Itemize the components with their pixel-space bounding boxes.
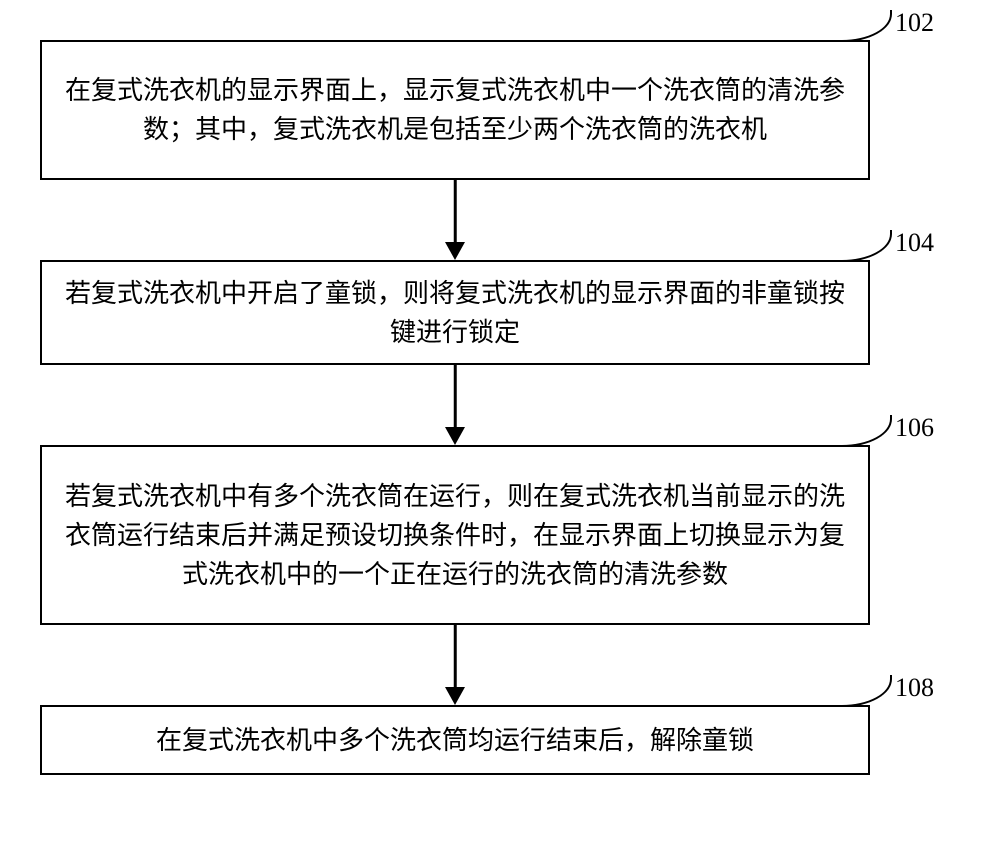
leader-104 (820, 230, 892, 262)
step-104: 若复式洗衣机中开启了童锁，则将复式洗衣机的显示界面的非童锁按键进行锁定 (40, 260, 870, 365)
step-102: 在复式洗衣机的显示界面上，显示复式洗衣机中一个洗衣筒的清洗参数；其中，复式洗衣机… (40, 40, 870, 180)
step-108: 在复式洗衣机中多个洗衣筒均运行结束后，解除童锁 (40, 705, 870, 775)
flowchart-canvas: 102 在复式洗衣机的显示界面上，显示复式洗衣机中一个洗衣筒的清洗参数；其中，复… (0, 0, 1000, 852)
arrow-2-line (454, 365, 457, 427)
arrow-3-head (445, 687, 465, 705)
arrow-2-head (445, 427, 465, 445)
step-106: 若复式洗衣机中有多个洗衣筒在运行，则在复式洗衣机当前显示的洗衣筒运行结束后并满足… (40, 445, 870, 625)
arrow-1-line (454, 180, 457, 242)
step-104-text: 若复式洗衣机中开启了童锁，则将复式洗衣机的显示界面的非童锁按键进行锁定 (62, 274, 848, 352)
leader-108 (820, 675, 892, 707)
leader-106 (820, 415, 892, 447)
leader-102 (820, 10, 892, 42)
step-number-106: 106 (895, 413, 934, 443)
step-number-102: 102 (895, 8, 934, 38)
step-number-108: 108 (895, 673, 934, 703)
arrow-1-head (445, 242, 465, 260)
step-106-text: 若复式洗衣机中有多个洗衣筒在运行，则在复式洗衣机当前显示的洗衣筒运行结束后并满足… (62, 477, 848, 594)
arrow-3-line (454, 625, 457, 687)
step-108-text: 在复式洗衣机中多个洗衣筒均运行结束后，解除童锁 (156, 721, 754, 760)
step-number-104: 104 (895, 228, 934, 258)
step-102-text: 在复式洗衣机的显示界面上，显示复式洗衣机中一个洗衣筒的清洗参数；其中，复式洗衣机… (62, 71, 848, 149)
